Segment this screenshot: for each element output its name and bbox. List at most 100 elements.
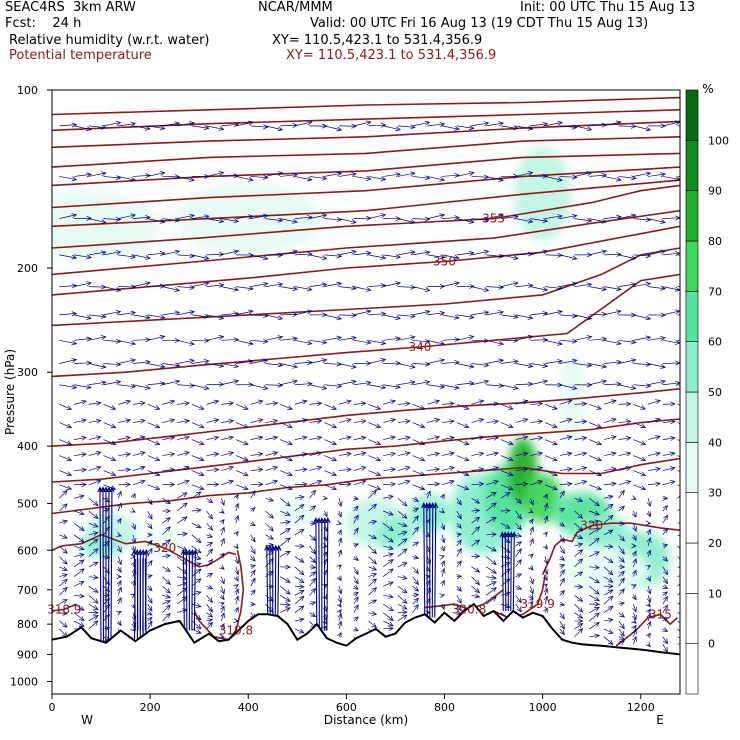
wind-vector: [603, 606, 614, 613]
wind-vector: [265, 420, 278, 423]
y-tick-label: 500: [17, 497, 38, 510]
wind-vector: [647, 586, 651, 595]
wind-vector: [250, 283, 268, 287]
wind-vector: [88, 548, 99, 557]
x-axis-title: Distance (km): [324, 713, 408, 727]
wind-vector-head: [100, 380, 107, 386]
wind-vector: [103, 122, 121, 127]
wind-vector-head: [439, 593, 445, 599]
wind-vector: [221, 452, 234, 456]
wind-vector: [648, 436, 661, 440]
wind-vector-head: [351, 219, 357, 225]
wind-vector: [574, 403, 587, 405]
wind-vector: [368, 587, 377, 596]
wind-vector: [147, 336, 165, 341]
wind-vector: [73, 545, 85, 550]
wind-vector: [353, 252, 371, 256]
wind-vector: [574, 522, 583, 531]
wind-vector-head: [336, 631, 342, 638]
wind-vector-head: [250, 536, 256, 543]
wind-vector: [368, 545, 377, 554]
y-tick-label: 400: [17, 440, 38, 453]
wind-vector-head: [468, 125, 475, 131]
wind-vector: [559, 490, 565, 499]
wind-vector: [235, 176, 254, 181]
wind-vector: [59, 566, 68, 571]
wind-vector: [442, 403, 455, 405]
wind-vector-head: [543, 502, 549, 509]
wind-vector: [412, 604, 419, 613]
wind-vector-head: [165, 600, 171, 605]
wind-vector-head: [529, 526, 534, 533]
wind-vector: [117, 518, 122, 524]
wind-vector-head: [660, 285, 666, 291]
wind-vector: [633, 636, 637, 645]
rh-blob: [142, 526, 187, 557]
wind-vector: [235, 422, 249, 428]
wind-vector-head: [413, 597, 419, 604]
wind-vector: [191, 545, 202, 554]
wind-vector: [132, 384, 151, 389]
wind-vector: [294, 383, 312, 386]
wind-vector: [73, 603, 85, 611]
wind-vector-head: [527, 125, 534, 131]
wind-vector: [368, 439, 381, 445]
wind-vector: [383, 620, 394, 627]
wind-vector: [338, 436, 352, 440]
wind-vector-head: [233, 584, 239, 590]
wind-vector-head: [660, 363, 666, 369]
wind-vector-head: [552, 423, 558, 429]
wind-vector-head: [321, 282, 328, 288]
wind-vector-head: [207, 525, 213, 531]
wind-vector: [677, 636, 680, 639]
wind-vector-head: [401, 513, 408, 519]
wind-vector-head: [218, 282, 225, 288]
wind-vector: [471, 516, 480, 524]
wind-vector-head: [353, 495, 359, 501]
theta-contours: [52, 96, 680, 647]
wind-vector: [280, 218, 298, 223]
wind-vector-head: [577, 571, 584, 577]
wind-vector-head: [560, 577, 565, 584]
wind-vector-head: [456, 605, 462, 612]
wind-vector: [88, 603, 99, 610]
wind-vector: [441, 452, 455, 456]
wind-vector-head: [272, 418, 279, 424]
wind-vector: [530, 518, 534, 524]
wind-vector-head: [287, 405, 293, 410]
wind-vector: [88, 251, 106, 256]
wind-vector: [220, 623, 225, 630]
wind-vector-head: [242, 471, 249, 477]
wind-vector-head: [483, 287, 490, 293]
wind-vector: [59, 599, 68, 605]
wind-vector: [382, 522, 394, 532]
wind-vector: [162, 585, 171, 594]
colorbar-tick-label: 40: [708, 436, 722, 449]
wind-vector-head: [577, 596, 584, 602]
wind-vector-head: [92, 561, 99, 567]
wind-vector-head: [184, 465, 190, 471]
wind-vector-head: [402, 609, 408, 615]
wind-vector: [530, 218, 548, 222]
wind-vector: [648, 452, 661, 456]
wind-vector-head: [380, 340, 387, 346]
wind-vector-head: [351, 379, 357, 385]
wind-vector: [412, 251, 430, 256]
wind-vector-head: [646, 501, 652, 507]
wind-vector-head: [165, 604, 171, 610]
wind-vector: [397, 522, 407, 527]
wind-vector-head: [681, 641, 686, 645]
wind-vector: [118, 453, 131, 456]
theta-contour: [52, 247, 680, 327]
wind-vector-head: [310, 587, 316, 594]
wind-vector-head: [439, 384, 446, 389]
wind-vector: [633, 314, 651, 320]
wind-vector: [132, 216, 150, 219]
wind-vector: [147, 621, 153, 630]
wind-vector-head: [337, 501, 343, 508]
wind-vector: [397, 595, 408, 604]
wind-vector-head: [353, 616, 359, 622]
wind-vector-head: [131, 537, 137, 544]
wind-vector: [574, 571, 583, 577]
